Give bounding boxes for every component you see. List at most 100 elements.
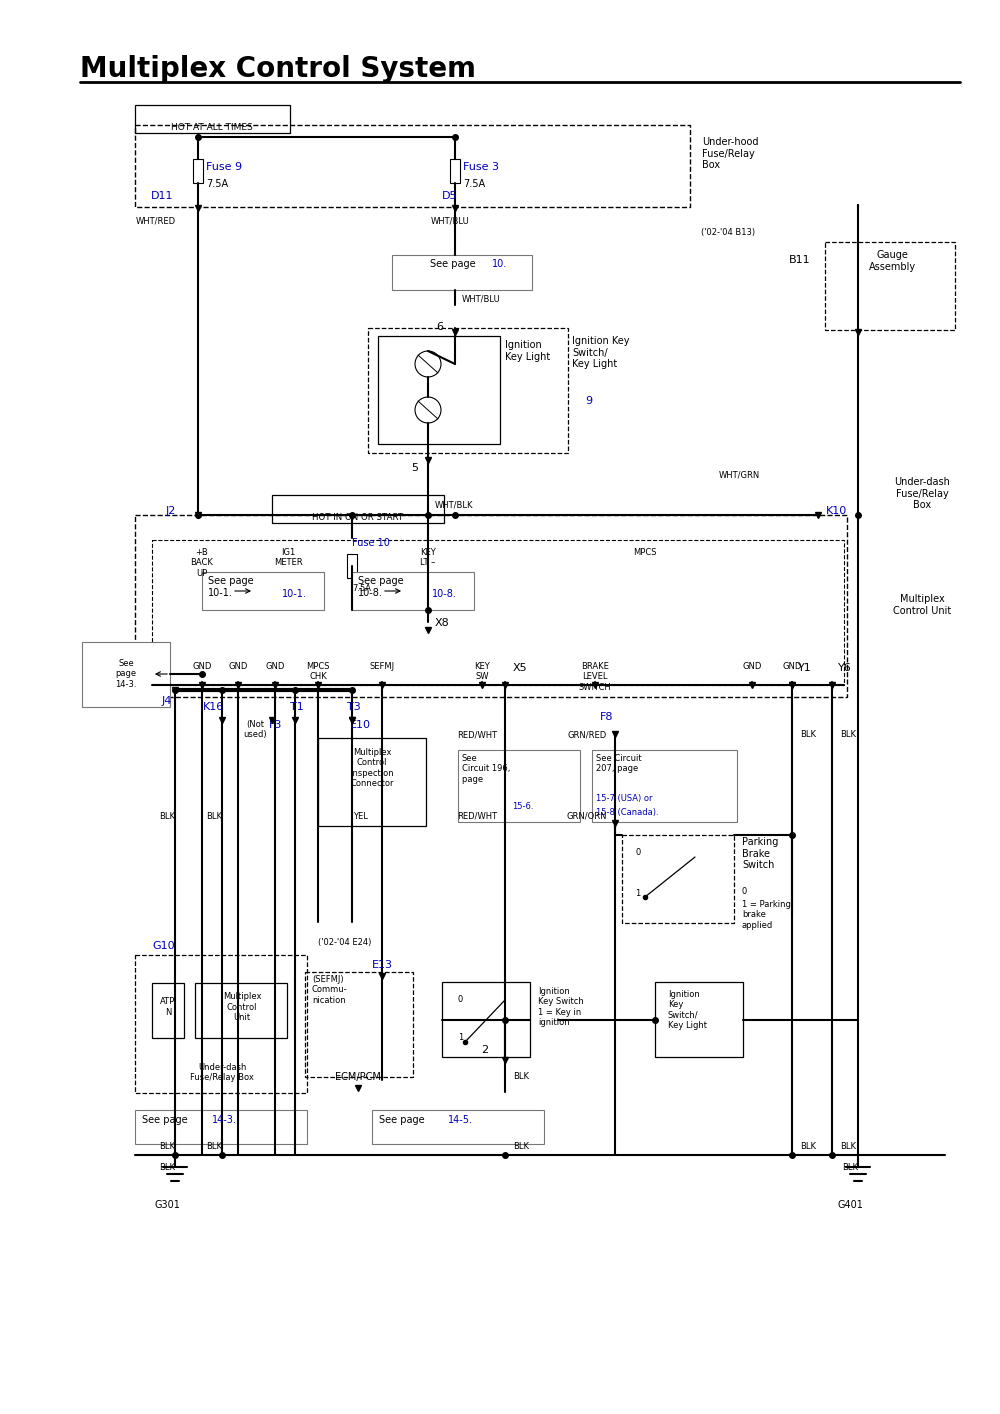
Text: 14-3.: 14-3. [212,1116,237,1126]
Text: J2: J2 [166,506,176,516]
Text: F3: F3 [269,720,283,730]
Text: MPCS
CHK: MPCS CHK [306,662,330,682]
Text: YEL: YEL [353,812,367,822]
Text: GRN/ORN: GRN/ORN [566,812,607,822]
Bar [193,158,203,182]
Text: 1: 1 [635,888,640,898]
Text: Under-dash
Fuse/Relay
Box: Under-dash Fuse/Relay Box [894,477,950,510]
Text: See Circuit
207, page: See Circuit 207, page [596,754,642,773]
Bar [272,495,444,523]
Text: WHT/BLU: WHT/BLU [462,294,501,303]
Text: HOT AT ALL TIMES: HOT AT ALL TIMES [171,123,253,132]
Text: 7.5A: 7.5A [463,180,485,189]
Text: X8: X8 [435,618,450,628]
Text: Under-dash
Fuse/Relay Box: Under-dash Fuse/Relay Box [190,1063,254,1082]
Bar [135,515,847,697]
Text: WHT/GRN: WHT/GRN [719,469,760,479]
Text: BLK: BLK [800,1143,816,1151]
Text: Multiplex
Control
Unit: Multiplex Control Unit [223,993,261,1022]
Text: GND: GND [782,662,802,672]
Text: Ignition
Key Switch
1 = Key in
ignition: Ignition Key Switch 1 = Key in ignition [538,987,584,1027]
Bar [372,1110,544,1144]
Text: 14-5.: 14-5. [448,1116,473,1126]
Text: Multiplex Control System: Multiplex Control System [80,55,476,83]
Text: BLK: BLK [513,1072,529,1080]
Text: 15-7 (USA) or: 15-7 (USA) or [596,795,652,803]
Bar [392,255,532,290]
Text: G301: G301 [154,1200,180,1210]
Text: BLK: BLK [800,730,816,740]
Text: IG1
METER: IG1 METER [274,549,302,567]
Text: ECM/PCM: ECM/PCM [335,1072,381,1082]
Text: Fuse 3: Fuse 3 [463,163,499,173]
Text: HOT IN ON OR START: HOT IN ON OR START [312,512,404,522]
Text: ('02-'04 B13): ('02-'04 B13) [701,228,755,238]
Text: 0: 0 [635,848,640,857]
Bar [655,981,743,1058]
Text: See
page
14-3.: See page 14-3. [115,659,137,689]
Text: 1: 1 [458,1032,463,1042]
Text: Fuse 10: Fuse 10 [352,537,390,549]
Bar [82,642,170,707]
Text: Y6: Y6 [838,663,852,673]
Text: BLK: BLK [206,1143,222,1151]
Text: 0: 0 [458,995,463,1004]
Text: BLK: BLK [842,1162,858,1172]
Text: F8: F8 [600,713,614,723]
Text: ('02-'04 E24): ('02-'04 E24) [318,937,372,947]
Text: BLK: BLK [206,812,222,822]
Bar [368,328,568,452]
Text: (SEFMJ)
Commu-
nication: (SEFMJ) Commu- nication [312,976,348,1005]
Text: BLK: BLK [513,1143,529,1151]
Bar [305,971,413,1077]
Bar [458,749,580,822]
Text: G401: G401 [837,1200,863,1210]
Bar [135,1110,307,1144]
Text: Under-hood
Fuse/Relay
Box: Under-hood Fuse/Relay Box [702,137,759,170]
Text: K10: K10 [826,506,847,516]
Text: GND: GND [265,662,285,672]
Text: ATP
N: ATP N [160,997,176,1017]
Text: J4: J4 [162,696,172,706]
Text: 5: 5 [411,462,418,474]
Bar [442,981,530,1058]
Text: E10: E10 [350,720,370,730]
Text: Gauge
Assembly: Gauge Assembly [868,250,916,271]
Text: KEY
LT –: KEY LT – [420,549,436,567]
Bar [378,337,500,444]
Bar [152,540,844,684]
Text: 9: 9 [585,396,592,406]
Text: BLK: BLK [159,1143,175,1151]
Text: +B
BACK
UP: +B BACK UP [191,549,213,578]
Text: G10: G10 [152,940,175,952]
Bar [318,738,426,826]
Text: 10-8.: 10-8. [432,590,457,600]
Bar [135,954,307,1093]
Text: WHT/BLU: WHT/BLU [431,216,469,225]
Text: K16: K16 [203,701,225,713]
Text: KEY
SW: KEY SW [474,662,490,682]
Text: Ignition
Key Light: Ignition Key Light [505,339,550,362]
Text: 2: 2 [481,1045,489,1055]
Text: 15-8 (Canada).: 15-8 (Canada). [596,807,659,817]
Bar [450,158,460,182]
Bar [592,749,737,822]
Text: BRAKE
LEVEL
SWITCH: BRAKE LEVEL SWITCH [579,662,611,691]
Text: T1: T1 [290,701,304,713]
Text: RED/WHT: RED/WHT [457,730,497,740]
Text: Ignition Key
Switch/
Key Light: Ignition Key Switch/ Key Light [572,337,630,369]
Text: WHT/RED: WHT/RED [136,216,176,225]
Bar [202,573,324,609]
Text: GND: GND [228,662,248,672]
Text: BLK: BLK [840,1143,856,1151]
Text: See
Circuit 196,
page: See Circuit 196, page [462,754,510,783]
Text: 10.: 10. [492,259,507,269]
Text: See page: See page [379,1116,428,1126]
Text: See page
10-1.: See page 10-1. [208,575,254,598]
Text: T3: T3 [347,701,361,713]
Text: Multiplex
Control Unit: Multiplex Control Unit [893,594,951,617]
Text: 10-1.: 10-1. [282,590,307,600]
Text: D11: D11 [150,191,173,201]
Bar [135,105,290,133]
Text: 0: 0 [742,887,747,896]
